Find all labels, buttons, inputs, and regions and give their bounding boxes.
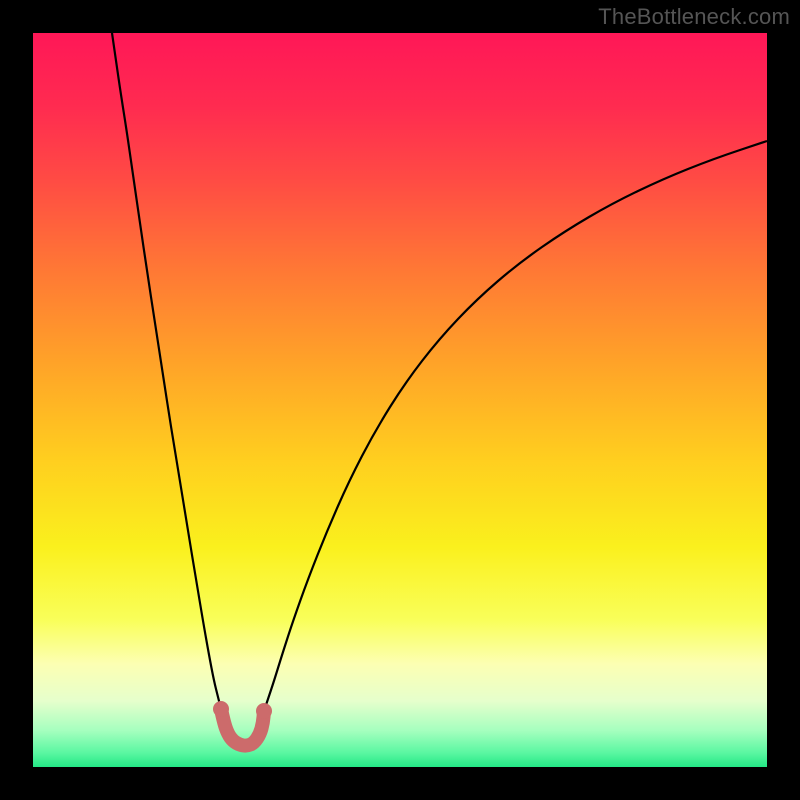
optimal-marker-dot-left [213, 701, 229, 717]
plot-area [33, 33, 767, 767]
bottleneck-curve [33, 33, 767, 767]
curve-left-branch [112, 33, 221, 709]
optimal-marker-dot-right [256, 703, 272, 719]
curve-right-branch [264, 141, 767, 711]
watermark-text: TheBottleneck.com [598, 4, 790, 30]
chart-container: TheBottleneck.com [0, 0, 800, 800]
